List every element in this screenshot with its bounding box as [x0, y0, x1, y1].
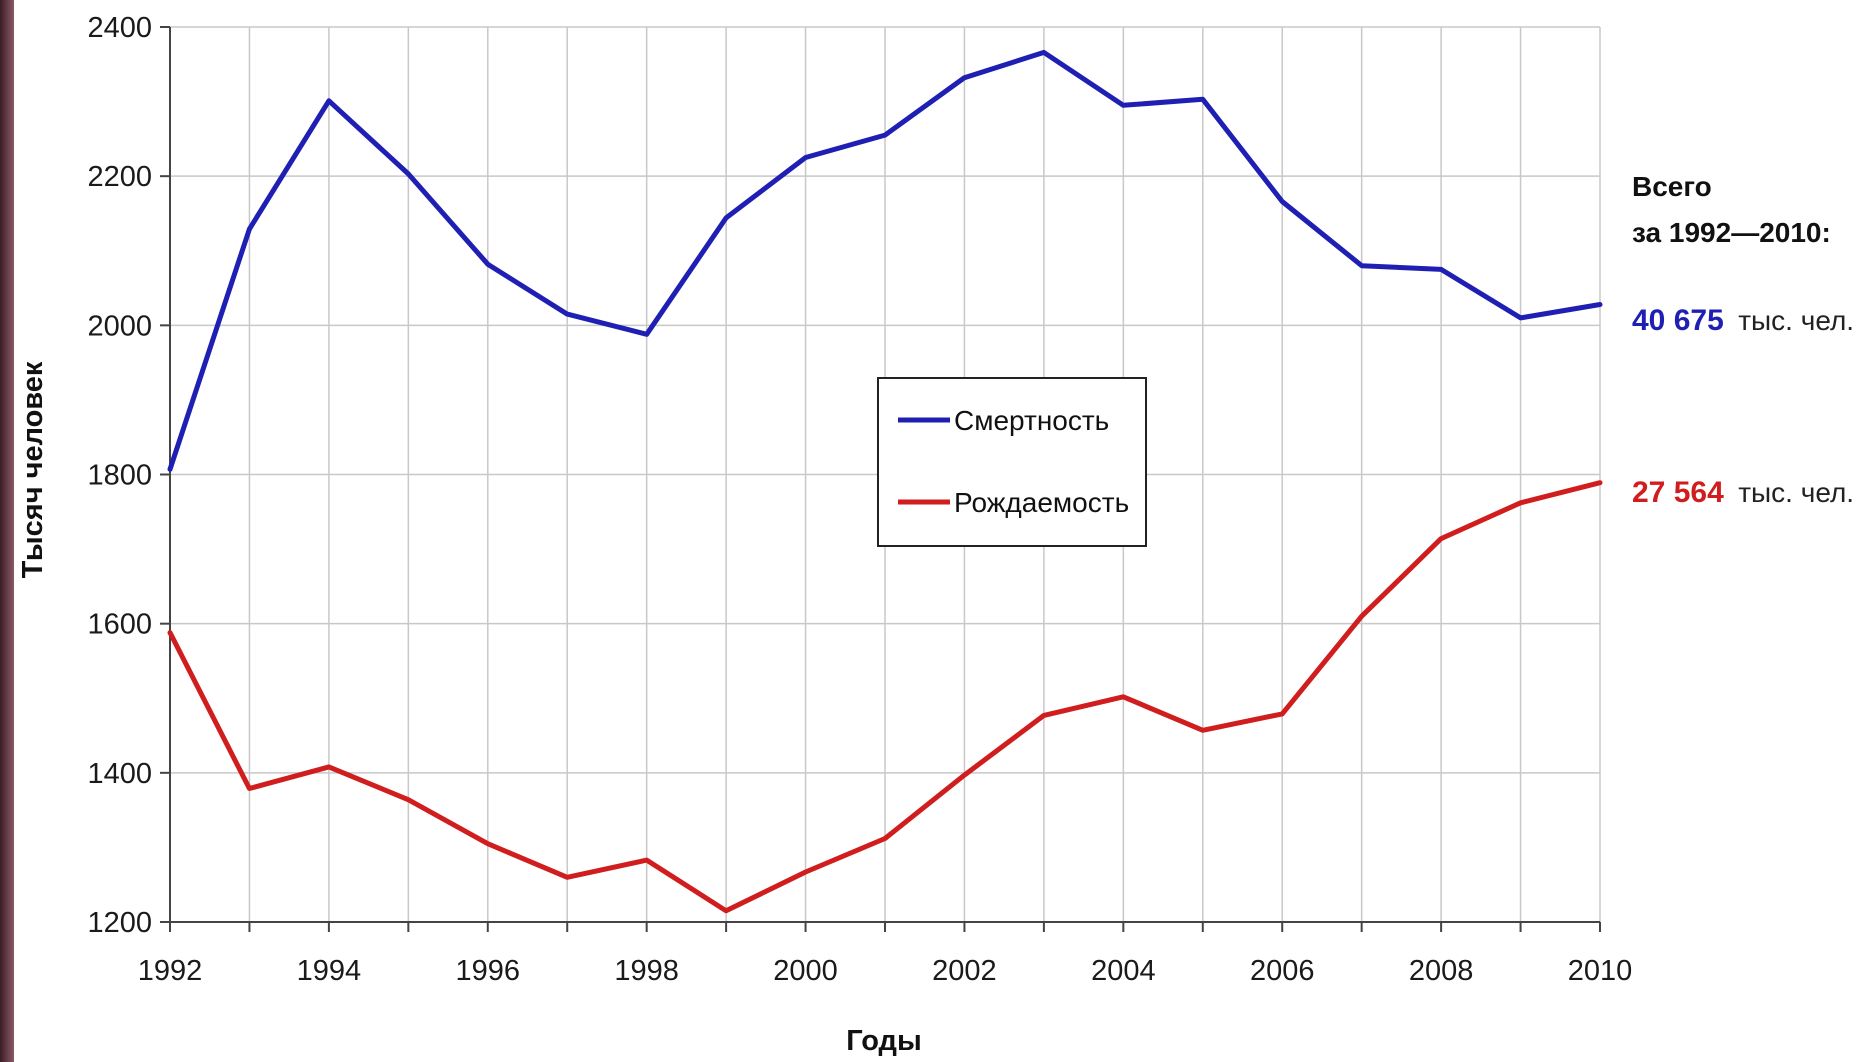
x-tick-label: 2008 [1409, 955, 1474, 987]
total-birthrate-unit: тыс. чел. [1738, 477, 1854, 508]
total-birthrate-value: 27 564 [1632, 476, 1724, 509]
y-tick-label: 1200 [87, 907, 152, 939]
legend-label-mortality: Смертность [954, 405, 1109, 436]
x-tick-label: 2004 [1091, 955, 1156, 987]
totals-note: Всего за 1992—2010: 40 675 тыс. чел. 27 … [1632, 171, 1854, 509]
y-tick-label: 2200 [87, 161, 152, 193]
total-birthrate: 27 564 тыс. чел. [1632, 476, 1854, 509]
totals-heading-line2: за 1992—2010: [1632, 217, 1831, 248]
y-tick-label: 2400 [87, 12, 152, 44]
y-axis-title: Тысяч человек [17, 361, 49, 578]
y-tick-label: 1600 [87, 609, 152, 641]
x-tick-labels: 1992 1994 1996 1998 2000 2002 2004 2006 2008 2010 [138, 955, 1633, 987]
y-tick-label: 1400 [87, 758, 152, 790]
total-mortality-value: 40 675 [1632, 304, 1724, 337]
x-tick-label: 2006 [1250, 955, 1315, 987]
legend-label-birthrate: Рождаемость [954, 487, 1129, 518]
x-tick-label: 1992 [138, 955, 203, 987]
x-axis-title: Годы [846, 1025, 922, 1057]
y-tick-label: 2000 [87, 310, 152, 342]
legend: Смертность Рождаемость [878, 378, 1146, 546]
x-tick-label: 1998 [614, 955, 679, 987]
total-mortality: 40 675 тыс. чел. [1632, 304, 1854, 337]
x-tick-label: 2002 [932, 955, 997, 987]
y-tick-labels: 1200 1400 1600 1800 2000 2200 2400 [87, 12, 152, 939]
x-tick-label: 2010 [1568, 955, 1633, 987]
x-tick-label: 2000 [773, 955, 838, 987]
y-tick-label: 1800 [87, 460, 152, 492]
totals-heading-line1: Всего [1632, 171, 1712, 202]
x-tick-label: 1994 [297, 955, 362, 987]
total-mortality-unit: тыс. чел. [1738, 305, 1854, 336]
legend-box [878, 378, 1146, 546]
x-tick-label: 1996 [456, 955, 521, 987]
